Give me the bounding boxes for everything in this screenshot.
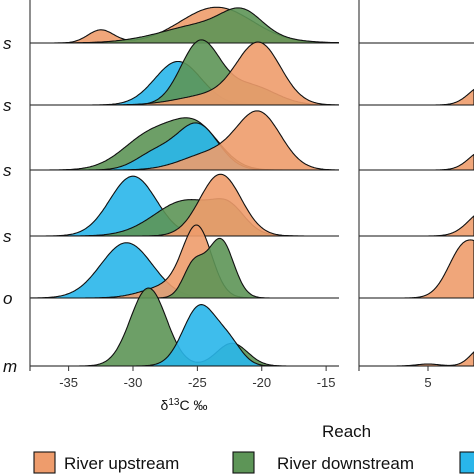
row-label: m [3, 357, 17, 376]
legend-item: River downstream [232, 451, 414, 474]
x-tick-label: 5 [424, 375, 431, 390]
density-river-upstream [30, 173, 339, 237]
x-tick-label: -25 [188, 375, 207, 390]
row-label: s [3, 34, 12, 53]
row-label: s [3, 161, 12, 180]
legend-key-swatch [459, 451, 474, 474]
panel-delta13c: -35 -30 -25 -20 -15 [29, 0, 339, 390]
x-tick-label: -15 [317, 375, 336, 390]
ridge-row [359, 215, 474, 237]
ridge-row [30, 287, 339, 367]
density-river-downstream [30, 237, 339, 299]
ridge-row [359, 351, 474, 367]
legend-item [459, 451, 474, 474]
ridge-row [30, 6, 339, 44]
row-label: o [3, 289, 12, 308]
ridge-row [30, 110, 339, 171]
density-river-upstream [359, 351, 474, 367]
density-other-reach [30, 304, 339, 367]
legend-item: River upstream [33, 451, 179, 474]
row-labels: s s s s o m [3, 34, 17, 376]
legend-key-swatch [33, 451, 56, 474]
ridge-row [30, 39, 339, 106]
density-river-upstream [359, 215, 474, 237]
density-river-upstream [30, 41, 339, 106]
density-river-upstream [359, 239, 474, 299]
x-tick-label: -35 [59, 375, 78, 390]
density-river-upstream [359, 153, 474, 171]
legend: Reach River upstream River downstream [33, 422, 474, 474]
legend-title: Reach [322, 422, 371, 441]
legend-key-swatch [232, 451, 255, 474]
row-label: s [3, 227, 12, 246]
density-river-downstream [30, 7, 339, 44]
ridge-row [359, 239, 474, 299]
density-river-upstream [359, 88, 474, 106]
ridge-row [359, 153, 474, 171]
x-tick-label: -20 [252, 375, 271, 390]
x-axis-title: δ13C ‰ [161, 397, 208, 414]
legend-label: River upstream [64, 454, 179, 473]
density-river-upstream [30, 110, 339, 171]
ridge-row [30, 173, 339, 237]
row-label: s [3, 96, 12, 115]
legend-label: River downstream [277, 454, 414, 473]
ridge-row [359, 88, 474, 106]
x-tick-label: -30 [124, 375, 143, 390]
ridge-row [30, 224, 339, 299]
panel-right-partial: 5 [358, 0, 474, 390]
